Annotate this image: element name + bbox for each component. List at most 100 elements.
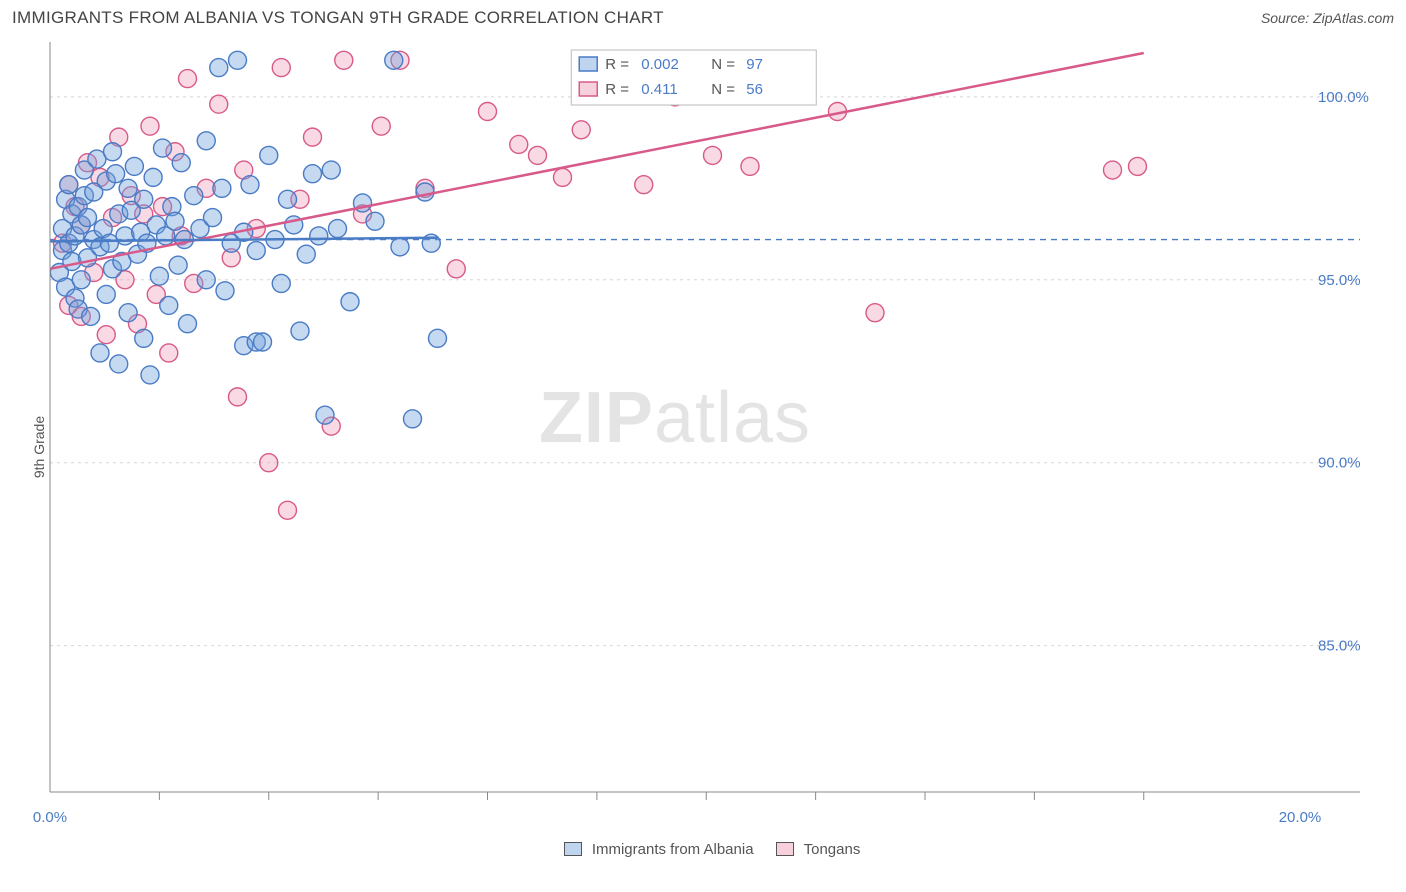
scatter-point-albania — [416, 183, 434, 201]
scatter-point-albania — [91, 344, 109, 362]
legend-swatch-tongans — [776, 842, 794, 856]
legend-label-tongans: Tongans — [804, 841, 861, 858]
scatter-point-albania — [141, 366, 159, 384]
scatter-point-albania — [72, 271, 90, 289]
x-tick-label: 20.0% — [1279, 809, 1322, 826]
scatter-point-tongans — [210, 95, 228, 113]
legend-r-value-b: 0.411 — [641, 81, 677, 98]
scatter-point-albania — [291, 322, 309, 340]
legend-n-label-a: N = — [711, 56, 735, 73]
scatter-point-albania — [172, 154, 190, 172]
scatter-point-tongans — [272, 59, 290, 77]
scatter-point-albania — [322, 161, 340, 179]
y-tick-label: 90.0% — [1318, 455, 1361, 472]
legend-r-label-a: R = — [605, 56, 629, 73]
legend-n-label-b: N = — [711, 81, 735, 98]
scatter-point-albania — [119, 304, 137, 322]
scatter-point-albania — [197, 271, 215, 289]
scatter-point-albania — [429, 329, 447, 347]
scatter-point-albania — [154, 139, 172, 157]
scatter-point-albania — [119, 179, 137, 197]
x-tick-label: 0.0% — [33, 809, 67, 826]
scatter-point-albania — [304, 165, 322, 183]
scatter-point-tongans — [866, 304, 884, 322]
scatter-point-tongans — [572, 121, 590, 139]
y-tick-label: 100.0% — [1318, 89, 1369, 106]
scatter-point-tongans — [97, 326, 115, 344]
scatter-point-albania — [144, 168, 162, 186]
scatter-point-albania — [60, 176, 78, 194]
scatter-point-albania — [241, 176, 259, 194]
scatter-point-albania — [166, 212, 184, 230]
scatter-point-tongans — [335, 51, 353, 69]
scatter-point-albania — [125, 157, 143, 175]
y-tick-label: 95.0% — [1318, 272, 1361, 289]
scatter-point-albania — [316, 406, 334, 424]
scatter-point-tongans — [1129, 157, 1147, 175]
scatter-point-albania — [254, 333, 272, 351]
bottom-legend: Immigrants from Albania Tongans — [0, 841, 1406, 858]
scatter-point-tongans — [160, 344, 178, 362]
scatter-point-albania — [260, 146, 278, 164]
scatter-point-albania — [213, 179, 231, 197]
scatter-point-albania — [179, 315, 197, 333]
watermark: ZIPatlas — [539, 378, 811, 458]
scatter-point-albania — [135, 329, 153, 347]
scatter-point-albania — [82, 307, 100, 325]
scatter-point-albania — [110, 355, 128, 373]
scatter-point-albania — [197, 132, 215, 150]
y-axis-label: 9th Grade — [31, 416, 47, 478]
scatter-point-albania — [297, 245, 315, 263]
legend-n-value-a: 97 — [746, 56, 763, 73]
legend-r-value-a: 0.002 — [641, 56, 679, 73]
scatter-point-tongans — [1104, 161, 1122, 179]
scatter-point-tongans — [479, 103, 497, 121]
scatter-point-albania — [104, 143, 122, 161]
scatter-point-albania — [310, 227, 328, 245]
legend-n-value-b: 56 — [746, 81, 763, 98]
scatter-point-tongans — [260, 454, 278, 472]
scatter-point-albania — [210, 59, 228, 77]
scatter-point-albania — [229, 51, 247, 69]
scatter-point-tongans — [229, 388, 247, 406]
legend-swatch-albania — [564, 842, 582, 856]
scatter-point-tongans — [635, 176, 653, 194]
scatter-point-albania — [247, 242, 265, 260]
scatter-point-albania — [79, 209, 97, 227]
scatter-point-albania — [272, 274, 290, 292]
correlation-scatter-chart: 85.0% 90.0% 95.0% 100.0% ZIPatlas 0.0% 20.0% R … — [0, 32, 1406, 832]
scatter-point-albania — [329, 220, 347, 238]
scatter-point-albania — [185, 187, 203, 205]
source-label: Source: ZipAtlas.com — [1261, 10, 1394, 26]
scatter-point-tongans — [372, 117, 390, 135]
scatter-point-albania — [341, 293, 359, 311]
scatter-point-tongans — [141, 117, 159, 135]
scatter-point-albania — [107, 165, 125, 183]
y-tick-label: 85.0% — [1318, 638, 1361, 655]
legend-swatch-a — [579, 57, 597, 71]
scatter-point-tongans — [304, 128, 322, 146]
scatter-point-tongans — [279, 501, 297, 519]
scatter-point-tongans — [529, 146, 547, 164]
scatter-point-albania — [385, 51, 403, 69]
legend-r-label-b: R = — [605, 81, 629, 98]
scatter-point-tongans — [704, 146, 722, 164]
scatter-point-albania — [391, 238, 409, 256]
scatter-point-albania — [169, 256, 187, 274]
scatter-point-tongans — [741, 157, 759, 175]
scatter-point-albania — [279, 190, 297, 208]
scatter-point-tongans — [179, 70, 197, 88]
scatter-point-tongans — [447, 260, 465, 278]
scatter-point-albania — [404, 410, 422, 428]
scatter-point-albania — [135, 190, 153, 208]
legend-swatch-b — [579, 82, 597, 96]
scatter-point-albania — [97, 285, 115, 303]
scatter-point-albania — [216, 282, 234, 300]
legend-label-albania: Immigrants from Albania — [592, 841, 754, 858]
scatter-point-albania — [204, 209, 222, 227]
chart-title: IMMIGRANTS FROM ALBANIA VS TONGAN 9TH GR… — [12, 8, 664, 28]
scatter-point-albania — [150, 267, 168, 285]
scatter-point-tongans — [554, 168, 572, 186]
scatter-point-albania — [366, 212, 384, 230]
scatter-point-tongans — [510, 135, 528, 153]
